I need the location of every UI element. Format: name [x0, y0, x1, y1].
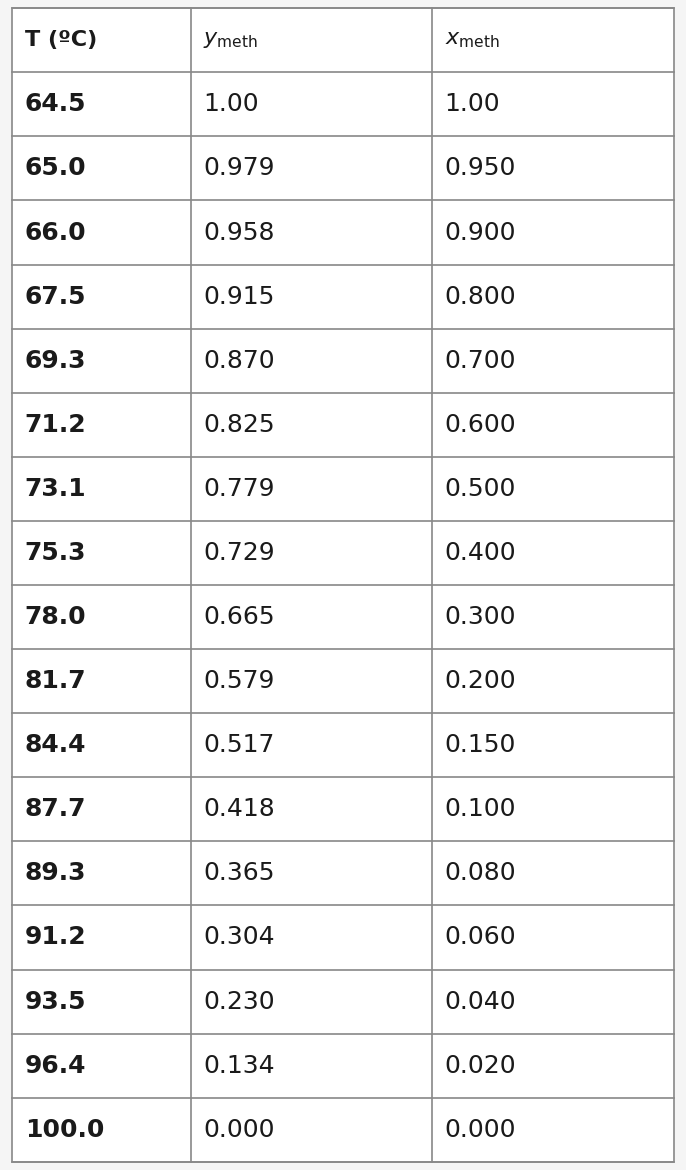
Text: 73.1: 73.1	[25, 477, 86, 501]
Text: 0.500: 0.500	[445, 477, 516, 501]
Text: 65.0: 65.0	[25, 157, 86, 180]
Text: 69.3: 69.3	[25, 349, 86, 373]
Text: 100.0: 100.0	[25, 1117, 104, 1142]
Text: 0.230: 0.230	[203, 990, 275, 1013]
Text: 0.000: 0.000	[445, 1117, 516, 1142]
Text: 0.300: 0.300	[445, 605, 516, 629]
Text: 1.00: 1.00	[445, 92, 500, 116]
Text: 96.4: 96.4	[25, 1054, 86, 1078]
Text: 0.000: 0.000	[203, 1117, 275, 1142]
Text: 84.4: 84.4	[25, 734, 86, 757]
Text: 0.825: 0.825	[203, 413, 275, 436]
Text: 0.020: 0.020	[445, 1054, 517, 1078]
Text: 78.0: 78.0	[25, 605, 86, 629]
Text: 93.5: 93.5	[25, 990, 86, 1013]
Text: 0.665: 0.665	[203, 605, 275, 629]
Text: 0.800: 0.800	[445, 284, 517, 309]
Text: 0.100: 0.100	[445, 797, 516, 821]
Text: T (ºC): T (ºC)	[25, 30, 97, 50]
Text: 0.080: 0.080	[445, 861, 517, 886]
Text: 0.729: 0.729	[203, 541, 275, 565]
Text: 0.304: 0.304	[203, 925, 275, 950]
Text: 0.579: 0.579	[203, 669, 274, 693]
Text: 0.400: 0.400	[445, 541, 517, 565]
Text: 64.5: 64.5	[25, 92, 86, 116]
Text: 0.950: 0.950	[445, 157, 516, 180]
Text: 0.979: 0.979	[203, 157, 275, 180]
Text: 0.150: 0.150	[445, 734, 516, 757]
Text: 66.0: 66.0	[25, 220, 86, 245]
Text: 91.2: 91.2	[25, 925, 86, 950]
Text: 0.958: 0.958	[203, 220, 275, 245]
Text: 89.3: 89.3	[25, 861, 86, 886]
Text: $\mathit{x}_{\mathrm{meth}}$: $\mathit{x}_{\mathrm{meth}}$	[445, 30, 499, 50]
Text: 0.365: 0.365	[203, 861, 275, 886]
Text: 0.870: 0.870	[203, 349, 275, 373]
Text: 81.7: 81.7	[25, 669, 86, 693]
Text: 0.779: 0.779	[203, 477, 275, 501]
Text: 0.700: 0.700	[445, 349, 516, 373]
Text: 75.3: 75.3	[25, 541, 86, 565]
Text: 0.915: 0.915	[203, 284, 274, 309]
Text: $\mathit{y}_{\mathrm{meth}}$: $\mathit{y}_{\mathrm{meth}}$	[203, 30, 259, 50]
Text: 87.7: 87.7	[25, 797, 86, 821]
Text: 0.040: 0.040	[445, 990, 517, 1013]
Text: 1.00: 1.00	[203, 92, 259, 116]
Text: 0.900: 0.900	[445, 220, 516, 245]
Text: 0.200: 0.200	[445, 669, 517, 693]
Text: 0.134: 0.134	[203, 1054, 275, 1078]
Text: 0.517: 0.517	[203, 734, 274, 757]
Text: 67.5: 67.5	[25, 284, 86, 309]
Text: 71.2: 71.2	[25, 413, 86, 436]
Text: 0.600: 0.600	[445, 413, 517, 436]
Text: 0.418: 0.418	[203, 797, 275, 821]
Text: 0.060: 0.060	[445, 925, 517, 950]
